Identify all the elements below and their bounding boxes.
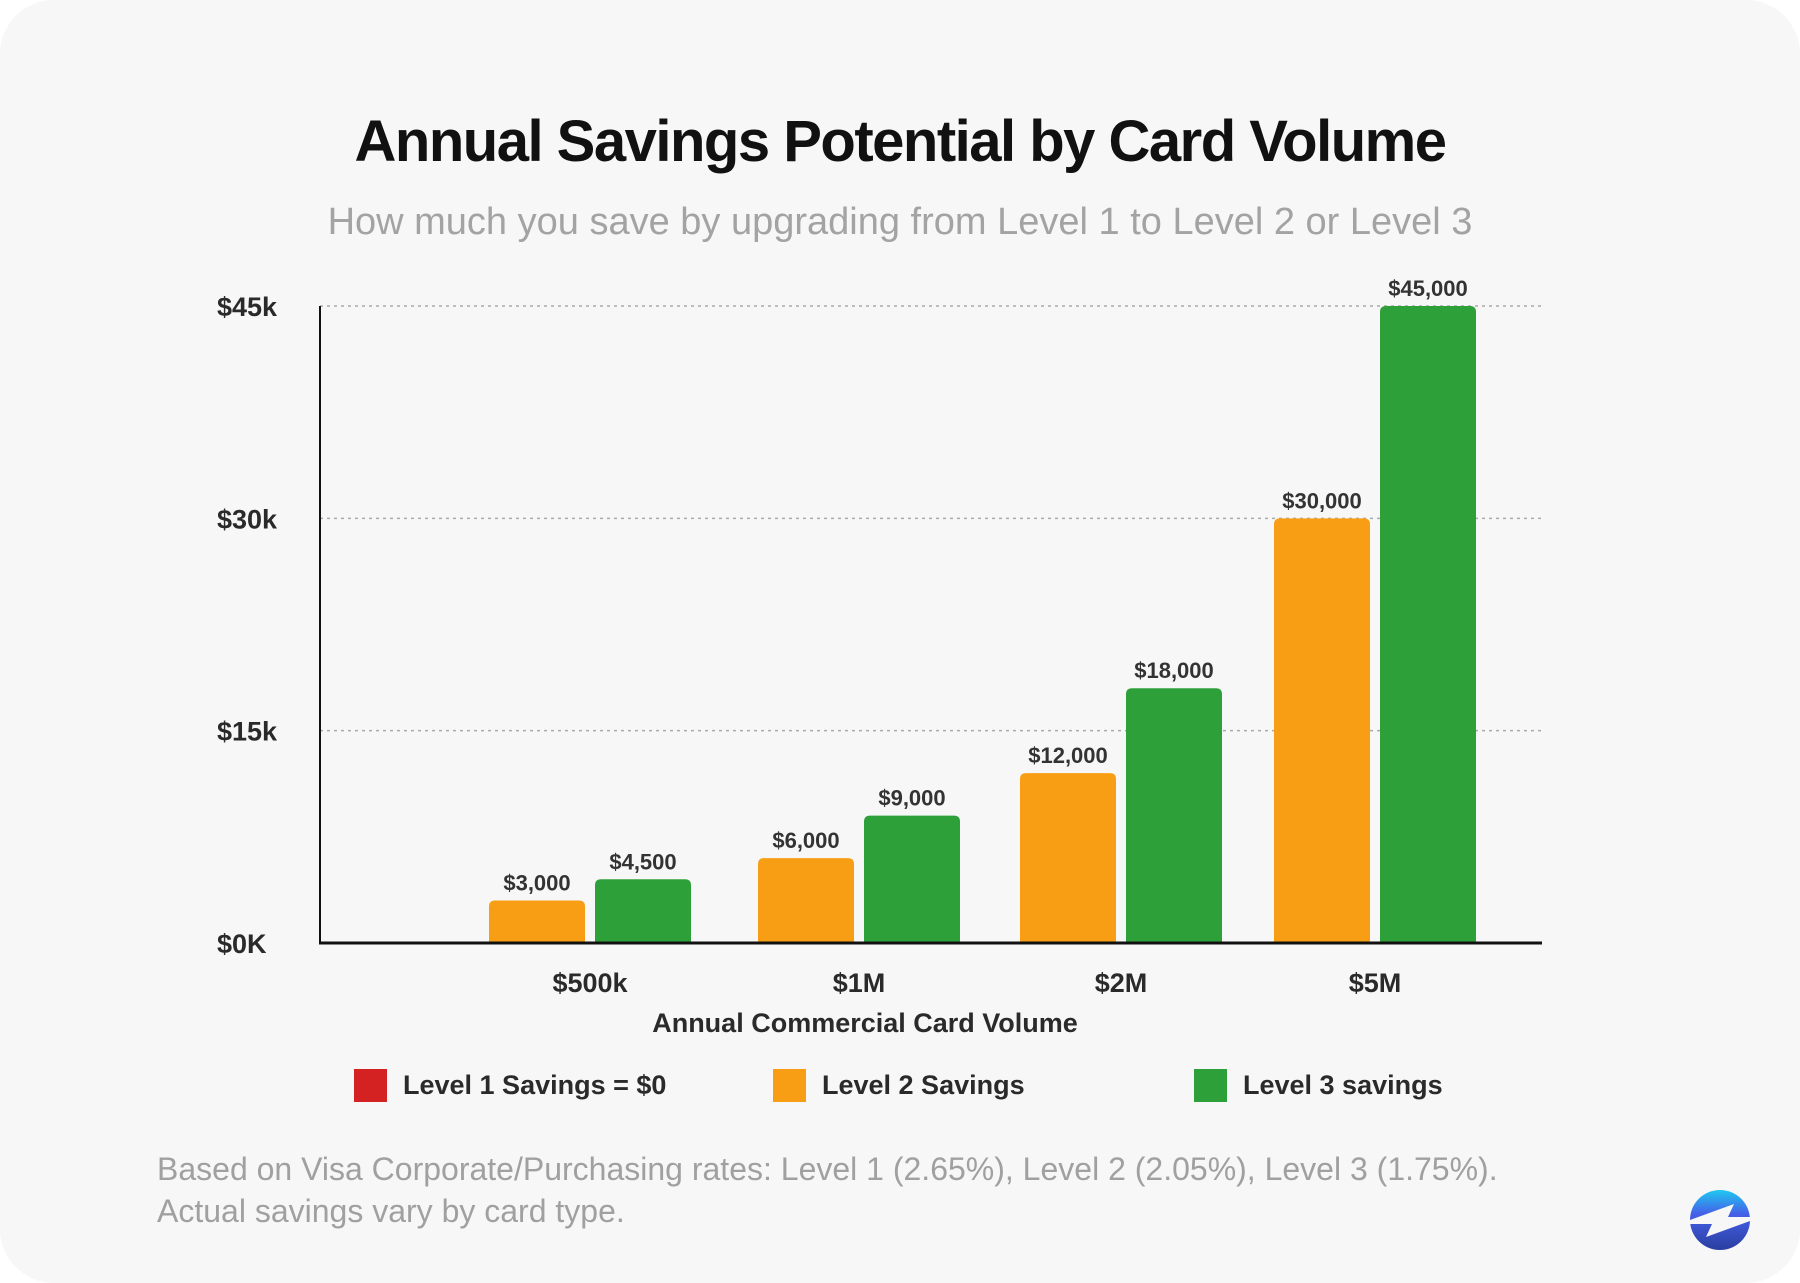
x-tick-label: $500k	[552, 968, 628, 998]
legend-item-level-3: Level 3 savings	[1194, 1068, 1443, 1102]
legend-swatch-level-1	[354, 1068, 387, 1102]
legend-swatch-level-2	[773, 1068, 806, 1102]
y-tick-label: $45k	[217, 292, 278, 322]
x-tick-label: $2M	[1095, 968, 1148, 998]
x-tick-label: $5M	[1349, 968, 1402, 998]
legend-label: Level 1 Savings = $0	[403, 1069, 667, 1100]
bar-value-label: $45,000	[1388, 276, 1468, 301]
x-axis-title: Annual Commercial Card Volume	[652, 1008, 1078, 1038]
legend-label: Level 3 savings	[1243, 1069, 1443, 1100]
legend-item-level-2: Level 2 Savings	[773, 1068, 1025, 1102]
bar-value-label: $30,000	[1282, 488, 1362, 513]
footnote-line-2: Actual savings vary by card type.	[157, 1193, 625, 1229]
bar-value-label: $18,000	[1134, 658, 1214, 683]
bar-value-label: $6,000	[772, 828, 839, 853]
chart-subtitle: How much you save by upgrading from Leve…	[327, 201, 1473, 243]
bar-level-2-savings	[489, 900, 585, 943]
legend-label: Level 2 Savings	[822, 1069, 1025, 1100]
x-tick-label: $1M	[833, 968, 886, 998]
legend-item-level-1: Level 1 Savings = $0	[354, 1068, 666, 1102]
bar-value-label: $3,000	[503, 871, 570, 896]
bar-level-3-savings	[1380, 306, 1476, 943]
y-tick-label: $0K	[217, 929, 267, 959]
bar-value-label: $12,000	[1028, 743, 1108, 768]
y-tick-label: $30k	[217, 504, 278, 534]
bar-level-3-savings	[595, 879, 691, 943]
bar-value-label: $4,500	[609, 849, 676, 874]
bar-level-3-savings	[1126, 688, 1222, 943]
bar-value-label: $9,000	[878, 786, 945, 811]
bar-level-2-savings	[1020, 773, 1116, 943]
bar-level-2-savings	[1274, 518, 1370, 943]
legend-swatch-level-3	[1194, 1068, 1227, 1102]
footnote-line-1: Based on Visa Corporate/Purchasing rates…	[157, 1151, 1498, 1187]
bar-level-3-savings	[864, 815, 960, 943]
lightning-bolt-logo-icon	[1690, 1190, 1750, 1250]
chart-title: Annual Savings Potential by Card Volume	[354, 109, 1447, 174]
y-tick-label: $15k	[217, 717, 278, 747]
bar-level-2-savings	[758, 858, 854, 943]
